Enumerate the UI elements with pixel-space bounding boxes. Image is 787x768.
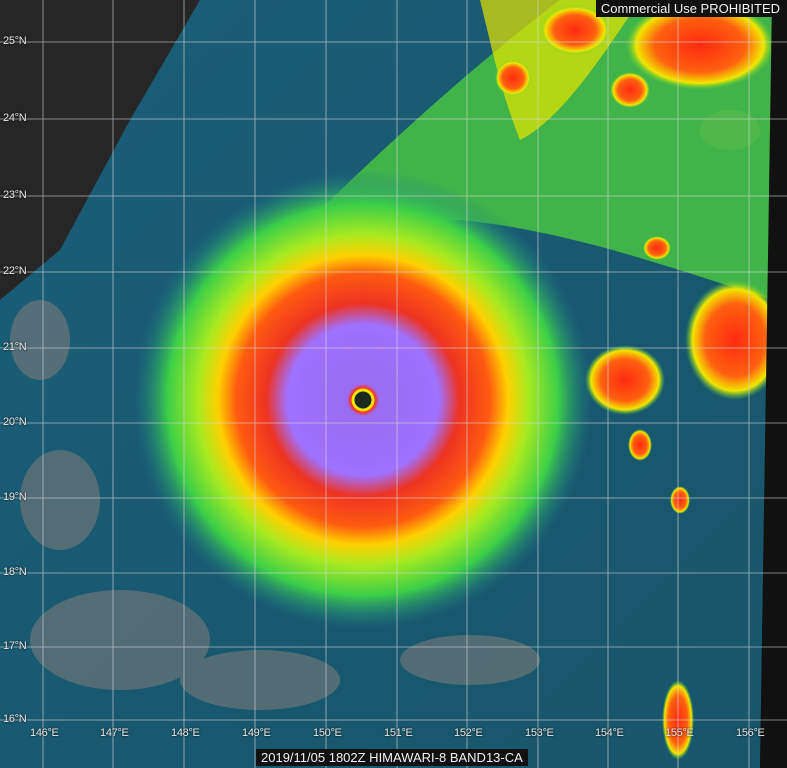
lon-label: 148°E [171, 727, 200, 739]
lat-label: 25°N [3, 35, 27, 47]
lat-label: 18°N [3, 566, 27, 578]
lon-label: 153°E [525, 727, 554, 739]
lat-label: 21°N [3, 341, 27, 353]
lon-label: 154°E [595, 727, 624, 739]
watermark: Commercial Use PROHIBITED [595, 0, 785, 17]
lon-label: 146°E [30, 727, 59, 739]
lon-label: 150°E [313, 727, 342, 739]
image-caption: 2019/11/05 1802Z HIMAWARI-8 BAND13-CA [256, 749, 528, 766]
lon-label: 147°E [100, 727, 129, 739]
lat-label: 20°N [3, 416, 27, 428]
lat-label: 24°N [3, 112, 27, 124]
lat-label: 19°N [3, 491, 27, 503]
lon-label: 156°E [736, 727, 765, 739]
lat-label: 17°N [3, 640, 27, 652]
lon-label: 149°E [242, 727, 271, 739]
lat-label: 23°N [3, 189, 27, 201]
lon-label: 151°E [384, 727, 413, 739]
storm-eye [351, 388, 375, 412]
lat-label: 16°N [3, 713, 27, 725]
lon-label: 155°E [665, 727, 694, 739]
lon-label: 152°E [454, 727, 483, 739]
lat-label: 22°N [3, 265, 27, 277]
